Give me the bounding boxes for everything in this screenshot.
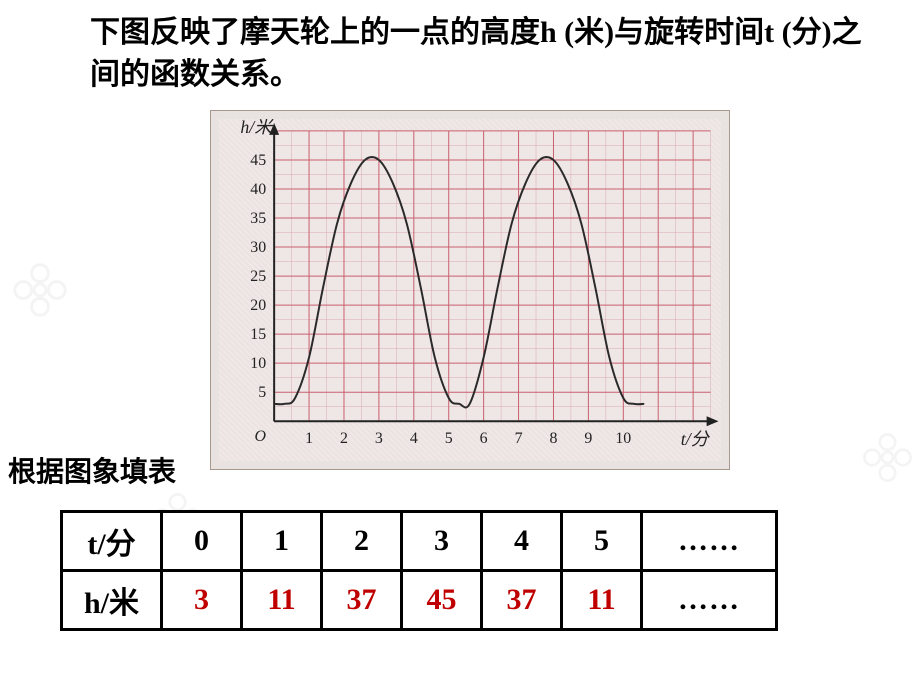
cell-t-5: 5 <box>562 512 642 571</box>
cell-h-5: 11 <box>562 571 642 630</box>
table-row-height: h/米 3 11 37 45 37 11 …… <box>62 571 777 630</box>
cell-t-0: 0 <box>162 512 242 571</box>
row-label-h: h/米 <box>62 571 162 630</box>
table-prompt: 根据图象填表 <box>8 450 176 490</box>
cell-t-1: 1 <box>242 512 322 571</box>
cell-h-2: 37 <box>322 571 402 630</box>
svg-text:20: 20 <box>250 297 266 314</box>
cell-t-3: 3 <box>402 512 482 571</box>
ferris-wheel-chart: 5101520253035404512345678910Oh/米t/分 <box>210 110 730 470</box>
svg-text:2: 2 <box>340 430 348 447</box>
svg-text:25: 25 <box>250 268 266 285</box>
problem-statement: 下图反映了摩天轮上的一点的高度h (米)与旋转时间t (分)之间的函数关系。 <box>90 12 880 96</box>
svg-text:35: 35 <box>250 210 266 227</box>
svg-text:8: 8 <box>549 430 557 447</box>
table-row-time: t/分 0 1 2 3 4 5 …… <box>62 512 777 571</box>
svg-text:5: 5 <box>258 384 266 401</box>
cell-h-dots: …… <box>642 571 777 630</box>
svg-text:7: 7 <box>515 430 523 447</box>
svg-text:3: 3 <box>375 430 383 447</box>
cell-h-0: 3 <box>162 571 242 630</box>
cell-t-4: 4 <box>482 512 562 571</box>
cell-h-1: 11 <box>242 571 322 630</box>
svg-text:t/分: t/分 <box>681 429 711 449</box>
svg-text:4: 4 <box>410 430 418 447</box>
svg-text:45: 45 <box>250 152 266 169</box>
cell-h-3: 45 <box>402 571 482 630</box>
svg-text:15: 15 <box>250 326 266 343</box>
cell-h-4: 37 <box>482 571 562 630</box>
svg-text:9: 9 <box>584 430 592 447</box>
svg-text:6: 6 <box>480 430 488 447</box>
svg-text:30: 30 <box>250 239 266 256</box>
svg-text:5: 5 <box>445 430 453 447</box>
svg-text:h/米: h/米 <box>240 119 274 137</box>
cell-t-2: 2 <box>322 512 402 571</box>
svg-text:1: 1 <box>305 430 313 447</box>
row-label-t: t/分 <box>62 512 162 571</box>
chart-svg: 5101520253035404512345678910Oh/米t/分 <box>219 119 721 461</box>
cell-t-dots: …… <box>642 512 777 571</box>
svg-text:40: 40 <box>250 181 266 198</box>
svg-text:O: O <box>254 428 266 445</box>
values-table: t/分 0 1 2 3 4 5 …… h/米 3 11 37 45 37 11 … <box>60 510 778 631</box>
svg-text:10: 10 <box>250 355 266 372</box>
svg-text:10: 10 <box>615 430 631 447</box>
